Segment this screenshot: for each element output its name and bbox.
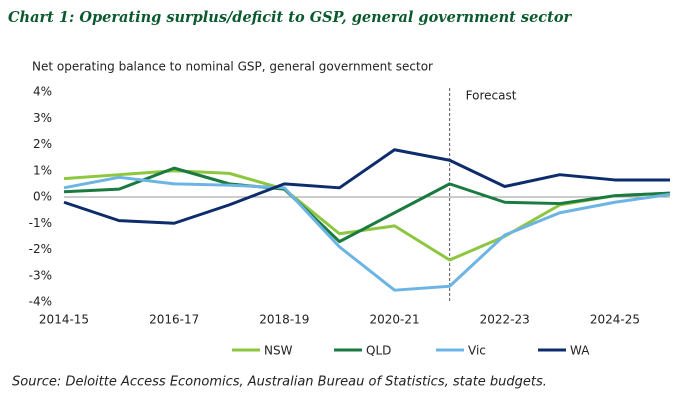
x-tick-label: 2020-21 [369, 313, 419, 327]
chart-subtitle: Net operating balance to nominal GSP, ge… [32, 60, 433, 74]
legend-label: QLD [366, 344, 391, 358]
source-note: Source: Deloitte Access Economics, Austr… [12, 375, 547, 390]
legend-label: Vic [468, 344, 486, 358]
y-tick-label: 2% [33, 137, 52, 151]
y-tick-label: 0% [33, 190, 52, 204]
annotation: Forecast [466, 89, 517, 103]
x-tick-label: 2016-17 [149, 313, 199, 327]
y-tick-label: -4% [29, 295, 52, 309]
y-tick-label: 4% [33, 85, 52, 99]
chart-title: Chart 1: Operating surplus/deficit to GS… [8, 9, 573, 26]
legend-label: NSW [264, 344, 293, 358]
series-line [63, 169, 671, 262]
x-tick-label: 2022-23 [480, 313, 530, 327]
legend-label: WA [570, 344, 590, 358]
y-tick-label: 3% [33, 111, 52, 125]
x-tick-label: 2024-25 [590, 313, 640, 327]
series-line [63, 166, 671, 244]
y-tick-label: -2% [29, 242, 52, 256]
x-tick-label: 2018-19 [259, 313, 309, 327]
x-tick-label: 2014-15 [39, 313, 89, 327]
y-tick-label: -3% [29, 268, 52, 282]
y-tick-label: 1% [33, 163, 52, 177]
series-line [63, 175, 671, 292]
y-tick-label: -1% [29, 216, 52, 230]
series-line [63, 148, 670, 225]
